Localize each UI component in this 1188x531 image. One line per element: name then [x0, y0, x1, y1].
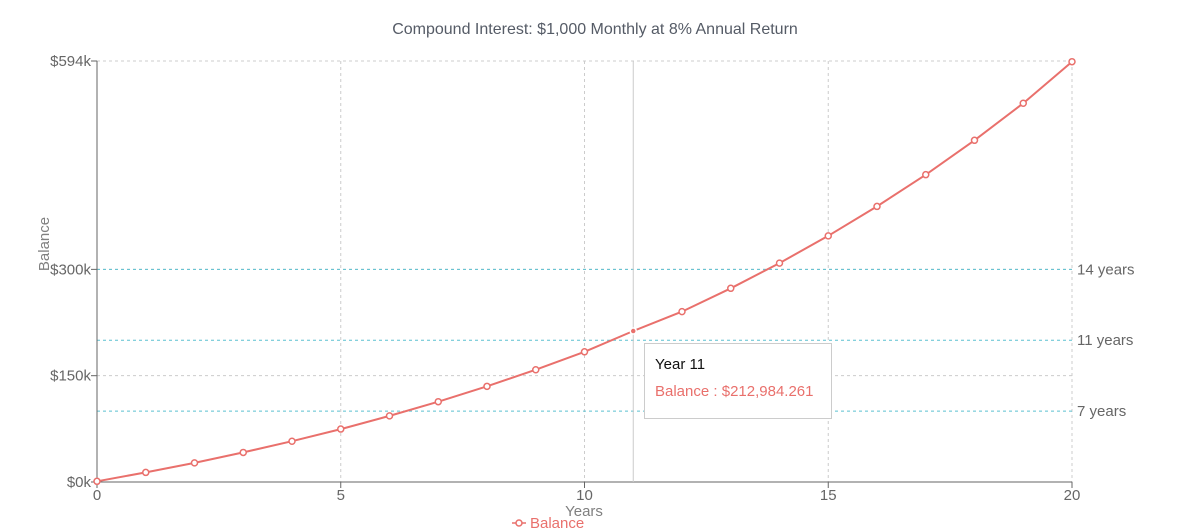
data-point[interactable] — [93, 477, 101, 486]
data-point[interactable] — [142, 468, 150, 477]
x-tick-label: 15 — [820, 487, 837, 504]
y-tick-label: $0k — [67, 474, 92, 491]
tooltip-value: $212,984.261 — [721, 383, 814, 400]
data-point[interactable] — [288, 437, 296, 445]
y-tick-label: $594k — [50, 53, 91, 70]
x-ticks: 0 5 10 15 20 — [93, 482, 1081, 504]
tooltip-title: Year 11 — [655, 356, 706, 373]
data-point[interactable] — [775, 259, 784, 267]
data-point[interactable] — [532, 365, 540, 374]
legend-marker-icon — [515, 519, 523, 527]
tooltip-separator: : — [709, 383, 722, 400]
legend-label: Balance — [530, 515, 584, 531]
data-point[interactable] — [1068, 57, 1076, 66]
data-point[interactable] — [483, 382, 491, 391]
data-point[interactable] — [873, 202, 881, 211]
x-tick-label: 10 — [576, 487, 593, 504]
reference-line-label: 7 years — [1077, 403, 1126, 420]
data-point[interactable] — [337, 425, 345, 433]
active-data-point[interactable] — [629, 327, 637, 335]
data-point[interactable] — [678, 307, 686, 316]
balance-series-points[interactable] — [93, 57, 1076, 486]
tooltip-value-row: Balance : $212,984.261 — [655, 383, 821, 400]
x-tick-label: 20 — [1064, 487, 1081, 504]
y-tick-label: $150k — [50, 368, 91, 385]
x-tick-label: 0 — [93, 487, 101, 504]
reference-lines: 14 years 11 years 7 years — [97, 261, 1135, 420]
data-point[interactable] — [1019, 99, 1027, 107]
data-point[interactable] — [434, 397, 442, 406]
grid — [97, 60, 1073, 482]
tooltip: Year 11 Balance : $212,984.261 — [644, 343, 832, 419]
y-ticks: $0k $150k $300k $594k — [50, 53, 97, 491]
data-point[interactable] — [922, 170, 930, 179]
tooltip-series-name: Balance — [655, 383, 710, 400]
x-tick-label: 5 — [337, 487, 345, 504]
data-point[interactable] — [727, 284, 735, 293]
data-point[interactable] — [385, 412, 394, 420]
y-axis-label: Balance — [36, 217, 53, 271]
x-axis-label: Years — [565, 503, 603, 520]
y-tick-label: $300k — [50, 261, 91, 278]
data-point[interactable] — [580, 348, 589, 356]
chart-title: Compound Interest: $1,000 Monthly at 8% … — [392, 21, 798, 38]
data-point[interactable] — [190, 459, 199, 467]
data-point[interactable] — [239, 448, 247, 457]
reference-line-label: 14 years — [1077, 261, 1135, 278]
data-point[interactable] — [970, 136, 979, 145]
legend[interactable]: Balance — [512, 515, 584, 531]
data-point[interactable] — [824, 232, 832, 240]
reference-line-label: 11 years — [1077, 332, 1133, 349]
